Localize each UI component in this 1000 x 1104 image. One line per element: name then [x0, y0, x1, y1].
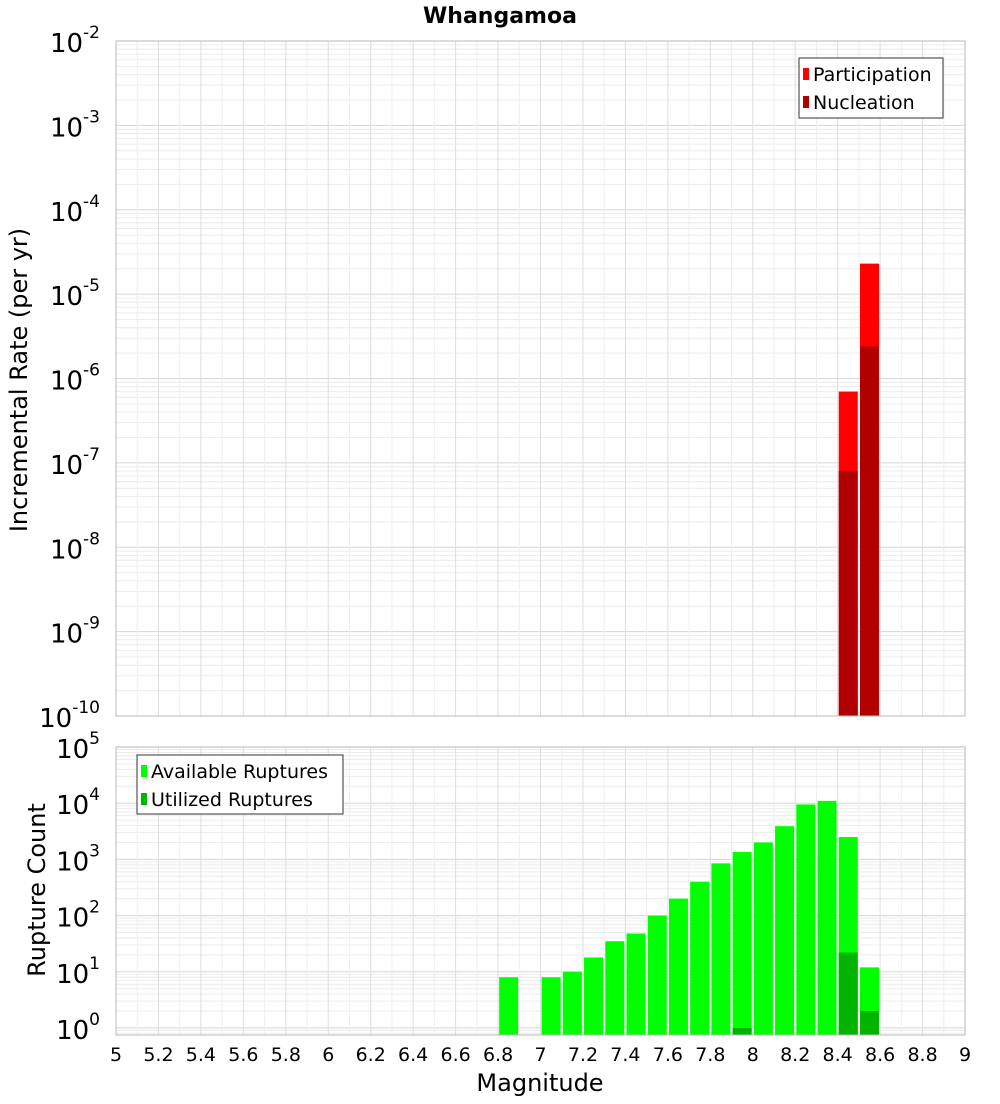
x-tick-label: 9	[959, 1044, 971, 1066]
bottom-bar-available-ruptures	[605, 941, 625, 1035]
x-tick-label: 5.8	[271, 1044, 301, 1066]
bottom-y-tick-label: 103	[56, 841, 100, 877]
top-y-tick-label: 10-2	[50, 23, 100, 59]
bottom-bar-available-ruptures	[775, 826, 795, 1035]
x-tick-label: 8.8	[907, 1044, 937, 1066]
bottom-y-tick-label: 104	[56, 785, 100, 821]
bottom-bar-available-ruptures	[690, 881, 710, 1035]
top-legend-label: Nucleation	[813, 92, 915, 114]
top-frame	[115, 40, 966, 717]
bottom-bar-available-ruptures	[562, 971, 582, 1035]
bottom-bar-available-ruptures	[584, 957, 604, 1035]
x-tick-label: 7.6	[653, 1044, 683, 1066]
bottom-legend: Available Ruptures Utilized Ruptures	[136, 754, 344, 815]
bottom-bar-available-ruptures	[647, 915, 667, 1035]
x-tick-label: 5	[110, 1044, 122, 1066]
bottom-plot: 100 101 102 103 104 105 Available Ruptures Util…	[56, 729, 971, 1066]
top-y-tick-label: 10-4	[50, 192, 100, 228]
bottom-bar-available-ruptures	[499, 977, 519, 1035]
bottom-legend-label: Available Ruptures	[151, 761, 328, 783]
top-y-tick-label: 10-10	[39, 698, 100, 734]
top-y-tick-label: 10-6	[50, 361, 100, 397]
chart-title: Whangamoa	[423, 4, 577, 29]
bottom-legend-swatch	[141, 793, 147, 805]
top-y-tick-label: 10-7	[50, 445, 100, 481]
x-tick-label: 8.2	[780, 1044, 810, 1066]
top-legend-swatch	[803, 68, 809, 80]
top-plot: 10-10 10-9 10-8 10-7 10-6 10-5 10-4 10-3 10-2 Par…	[39, 23, 966, 734]
top-y-tick-label: 10-3	[50, 107, 100, 143]
x-tick-label: 7.2	[568, 1044, 598, 1066]
x-tick-label: 6.8	[483, 1044, 513, 1066]
bottom-bar-available-ruptures	[541, 977, 561, 1035]
x-tick-label: 6.6	[440, 1044, 470, 1066]
bottom-bar-available-ruptures	[711, 863, 731, 1035]
x-tick-label: 6.2	[356, 1044, 386, 1066]
bottom-bar-available-ruptures	[626, 933, 646, 1035]
top-legend-swatch	[803, 96, 809, 108]
bottom-legend-label: Utilized Ruptures	[151, 789, 313, 811]
top-y-tick-label: 10-9	[50, 614, 100, 650]
x-tick-label: 6	[322, 1044, 334, 1066]
top-legend-box	[798, 57, 944, 119]
bottom-y-tick-label: 102	[56, 898, 100, 934]
top-legend: Participation Nucleation	[798, 57, 944, 119]
x-tick-label: 6.4	[398, 1044, 428, 1066]
bottom-bar-available-ruptures	[753, 842, 773, 1035]
x-tick-label: 7.4	[610, 1044, 640, 1066]
bottom-bar-available-ruptures	[732, 852, 752, 1035]
bottom-y-axis-label: Rupture Count	[23, 803, 51, 977]
bottom-bar-utilized-ruptures	[838, 952, 858, 1035]
bottom-bar-available-ruptures	[668, 898, 688, 1035]
x-tick-label: 5.6	[228, 1044, 258, 1066]
top-bar-nucleation	[838, 471, 858, 716]
bottom-bar-utilized-ruptures	[859, 1011, 879, 1035]
bottom-bar-available-ruptures	[796, 804, 816, 1035]
bottom-y-tick-label: 105	[56, 729, 100, 765]
top-y-axis-label: Incremental Rate (per yr)	[5, 228, 33, 532]
bottom-y-tick-label: 100	[56, 1010, 100, 1046]
bottom-legend-box	[136, 754, 344, 815]
top-y-tick-label: 10-8	[50, 529, 100, 565]
x-tick-label: 8.4	[823, 1044, 853, 1066]
x-tick-label: 8.6	[865, 1044, 895, 1066]
bottom-y-tick-label: 101	[56, 954, 100, 990]
x-tick-label: 8	[747, 1044, 759, 1066]
bottom-bar-utilized-ruptures	[732, 1027, 752, 1035]
top-y-tick-label: 10-5	[50, 276, 100, 312]
top-legend-label: Participation	[813, 64, 932, 86]
bottom-legend-swatch	[141, 765, 147, 777]
x-tick-label: 5.4	[186, 1044, 216, 1066]
top-bar-nucleation	[859, 346, 879, 716]
x-axis-label: Magnitude	[476, 1069, 603, 1097]
x-tick-label: 7.8	[695, 1044, 725, 1066]
x-tick-label: 7	[534, 1044, 546, 1066]
bottom-frame	[115, 746, 966, 1036]
bottom-bar-available-ruptures	[817, 800, 837, 1035]
x-tick-label: 5.2	[143, 1044, 173, 1066]
